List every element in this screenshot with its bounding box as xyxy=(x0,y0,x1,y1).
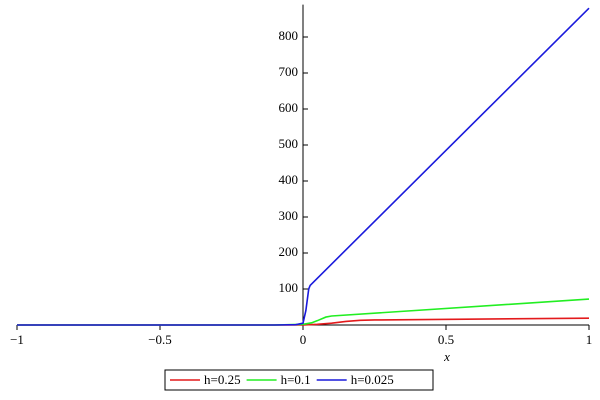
series-line xyxy=(17,7,590,326)
y-tick-label: 300 xyxy=(279,208,299,223)
x-tick-label: −1 xyxy=(10,332,24,347)
y-tick-label: 500 xyxy=(279,136,299,151)
y-tick-label: 200 xyxy=(279,244,299,259)
y-tick-label: 600 xyxy=(279,100,299,115)
x-axis-label: x xyxy=(443,349,450,364)
y-tick-label: 700 xyxy=(279,64,299,79)
x-tick-label: 0 xyxy=(300,332,307,347)
x-tick-label: 1 xyxy=(586,332,593,347)
x-tick-label: −0.5 xyxy=(148,332,172,347)
legend-label: h=0.25 xyxy=(204,372,241,387)
y-tick-label: 100 xyxy=(279,280,299,295)
y-tick-label: 800 xyxy=(279,28,299,43)
legend-box xyxy=(164,369,434,391)
legend-label: h=0.025 xyxy=(351,372,394,387)
x-tick-label: 0.5 xyxy=(438,332,454,347)
legend-label: h=0.1 xyxy=(281,372,311,387)
y-tick-label: 400 xyxy=(279,172,299,187)
